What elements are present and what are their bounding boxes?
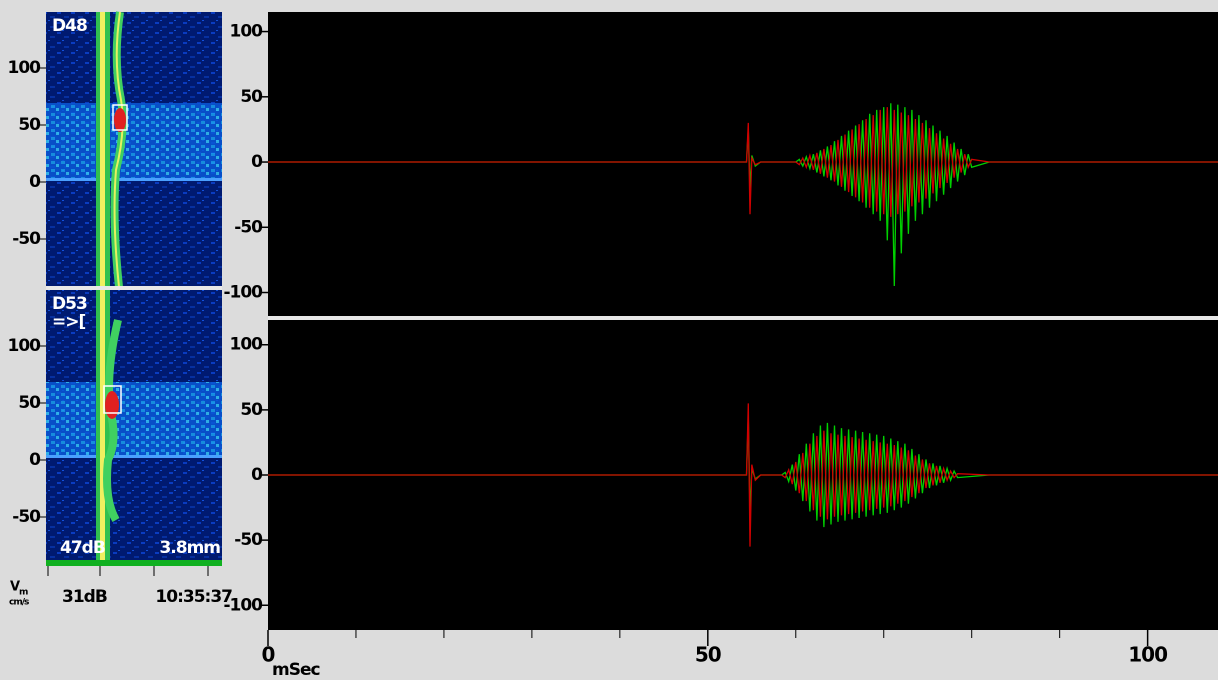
y-tick-label: 50 [240, 400, 263, 420]
power: 31dB [62, 587, 107, 607]
spectrogram-bottom [46, 290, 222, 560]
velocity-tick-label: 0 [29, 172, 41, 192]
velocity-tick-label: -50 [12, 507, 41, 527]
y-tick-label: 100 [230, 335, 264, 355]
velocity-symbol: V [10, 580, 20, 595]
y-tick-label: 50 [240, 87, 263, 107]
panel-divider [268, 316, 1218, 320]
velocity-unit: cm/s [9, 598, 29, 608]
sample-depth: 3.8mm [159, 538, 220, 558]
x-tick-label: 50 [695, 643, 721, 667]
velocity-tick-label: -50 [12, 229, 41, 249]
velocity-tick-label: 0 [29, 450, 41, 470]
y-tick-label: -100 [223, 283, 263, 303]
spectrogram-top [46, 11, 222, 288]
velocity-tick-label: 100 [8, 336, 42, 356]
gate-marker: =>[ [52, 312, 85, 332]
velocity-tick-label: 50 [18, 393, 41, 413]
time-ticks [47, 566, 209, 576]
velocity-tick-label: 50 [18, 115, 41, 135]
x-tick-label: 100 [1128, 643, 1167, 667]
velocity-subscript: m [19, 588, 28, 598]
x-tick-label: 0 [262, 643, 275, 667]
plot-area [268, 12, 1218, 316]
depth-label: D53 [52, 294, 87, 314]
waveform [268, 107, 1218, 217]
y-tick-label: 0 [251, 465, 263, 485]
left-divider [46, 286, 222, 290]
clock: 10:35:37 [155, 587, 232, 607]
waveform [268, 403, 1218, 547]
y-tick-label: -100 [223, 595, 263, 615]
velocity-tick-label: 100 [8, 58, 42, 78]
time-bar [46, 560, 222, 566]
depth-label: D48 [52, 16, 87, 36]
y-tick-label: -50 [234, 530, 263, 550]
x-axis-label: mSec [272, 660, 320, 680]
y-tick-label: 0 [251, 152, 263, 172]
gain: 47dB [60, 538, 105, 558]
y-tick-label: -50 [234, 217, 263, 237]
y-tick-label: 100 [230, 22, 264, 42]
